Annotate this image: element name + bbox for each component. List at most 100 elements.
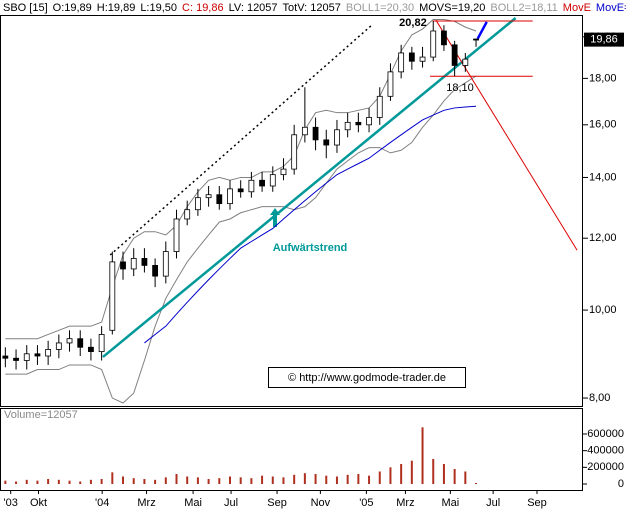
candle-body bbox=[387, 71, 394, 97]
volume-bar bbox=[111, 472, 114, 484]
volume-bar bbox=[475, 482, 478, 484]
x-tick-label: '04 bbox=[95, 497, 109, 509]
volume-bar bbox=[378, 471, 381, 484]
header-item: BOLL1=20,30 bbox=[346, 2, 414, 14]
volume-bar bbox=[164, 477, 167, 484]
volume-bar bbox=[346, 474, 349, 484]
header-item: SBO [15] bbox=[3, 2, 48, 14]
candle-body bbox=[451, 44, 458, 66]
series-line bbox=[144, 105, 477, 344]
candle-body bbox=[237, 188, 244, 193]
candle-body bbox=[173, 218, 180, 252]
volume-bar bbox=[143, 479, 146, 484]
header-item: MOVS=19,20 bbox=[419, 2, 485, 14]
volume-bar bbox=[389, 467, 392, 484]
x-tick-label: Jul bbox=[486, 497, 500, 509]
candle-body bbox=[120, 261, 126, 270]
level-label: 18,10 bbox=[446, 82, 474, 94]
volume-bar bbox=[314, 474, 317, 484]
y-tick-label: 14,00 bbox=[589, 171, 617, 183]
level-label: 20,82 bbox=[399, 17, 427, 29]
volume-bar bbox=[100, 479, 103, 484]
volume-bar bbox=[68, 480, 71, 484]
volume-tick-label: 400000 bbox=[587, 445, 624, 457]
y-tick-label: 10,00 bbox=[589, 304, 617, 316]
candle-body bbox=[13, 357, 19, 361]
candle-body bbox=[419, 56, 426, 62]
candle-body bbox=[34, 353, 41, 357]
candle-body bbox=[152, 265, 159, 277]
header-item: MovE bbox=[563, 2, 591, 14]
volume-bar bbox=[79, 481, 82, 484]
candle-body bbox=[291, 134, 298, 170]
candle-body bbox=[462, 58, 469, 66]
volume-bar bbox=[282, 477, 285, 484]
volume-bar bbox=[4, 480, 7, 484]
volume-bar bbox=[154, 479, 157, 484]
volume-bar bbox=[453, 469, 456, 484]
x-tick-label: Mrz bbox=[396, 497, 414, 509]
candle-body bbox=[355, 121, 362, 126]
candle-body bbox=[248, 179, 255, 193]
trend-line bbox=[109, 24, 373, 256]
candle-body bbox=[366, 117, 372, 126]
volume-bar bbox=[368, 475, 371, 484]
y-tick-label: 18,00 bbox=[589, 72, 617, 84]
candle-body bbox=[398, 52, 405, 73]
candle-body bbox=[227, 188, 233, 205]
candle-body bbox=[98, 334, 105, 353]
trend-line bbox=[102, 17, 517, 358]
header-item: LV: 12057 bbox=[229, 2, 278, 14]
y-tick-label: 16,00 bbox=[589, 119, 617, 131]
volume-bar bbox=[442, 464, 445, 484]
price-marker-label: 19,86 bbox=[590, 34, 618, 46]
copyright-box bbox=[268, 367, 466, 388]
price-marker-box bbox=[584, 32, 624, 47]
candle-body bbox=[88, 346, 94, 353]
header-item: H:19,89 bbox=[97, 2, 136, 14]
volume-bar bbox=[175, 474, 178, 484]
candle-body bbox=[259, 179, 265, 187]
y-tick-label: 8,00 bbox=[589, 392, 610, 404]
trend-line bbox=[476, 21, 488, 40]
volume-bar bbox=[57, 479, 60, 484]
volume-bar bbox=[122, 476, 125, 484]
candle-body bbox=[109, 261, 116, 331]
volume-bar bbox=[250, 478, 253, 484]
candle-body bbox=[23, 353, 30, 361]
volume-bar bbox=[293, 474, 296, 484]
x-tick-label: Sep bbox=[267, 497, 287, 509]
candle-body bbox=[376, 95, 383, 118]
candle-body bbox=[141, 258, 148, 266]
volume-bar bbox=[15, 481, 18, 484]
volume-panel bbox=[0, 408, 583, 491]
header-item: O:19,89 bbox=[53, 2, 92, 14]
candle-body bbox=[66, 338, 73, 344]
volume-bar bbox=[400, 464, 403, 484]
volume-bar bbox=[132, 478, 135, 484]
volume-bar bbox=[421, 427, 424, 484]
candle-body bbox=[323, 139, 330, 146]
y-tick-label: 12,00 bbox=[589, 232, 617, 244]
candle-body bbox=[45, 349, 52, 357]
volume-bar bbox=[335, 476, 338, 484]
volume-bar bbox=[325, 475, 328, 484]
candle-body bbox=[216, 194, 223, 205]
candle-body bbox=[280, 168, 287, 176]
volume-bar bbox=[186, 476, 189, 484]
volume-bar bbox=[207, 479, 210, 484]
volume-bar bbox=[261, 475, 264, 484]
header-item: TotV: 12057 bbox=[283, 2, 341, 14]
volume-label: Volume=12057 bbox=[4, 409, 78, 421]
volume-bar bbox=[271, 476, 274, 484]
candle-body bbox=[473, 38, 479, 41]
header-item: BOLL2=18,11 bbox=[490, 2, 557, 14]
x-tick-label: Mrz bbox=[137, 497, 155, 509]
candle-body bbox=[194, 197, 201, 211]
candle-body bbox=[344, 121, 351, 131]
volume-bar bbox=[228, 476, 231, 484]
volume-bar bbox=[218, 478, 221, 484]
